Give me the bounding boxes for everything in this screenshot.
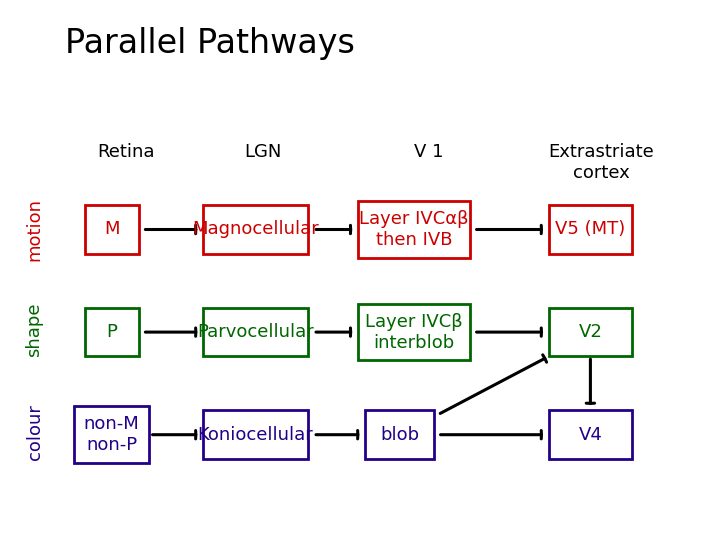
Text: Magnocellular: Magnocellular: [192, 220, 319, 239]
FancyBboxPatch shape: [366, 410, 433, 459]
Text: colour: colour: [26, 404, 44, 460]
FancyBboxPatch shape: [549, 308, 632, 356]
Text: V4: V4: [578, 426, 603, 444]
FancyBboxPatch shape: [85, 308, 138, 356]
FancyBboxPatch shape: [358, 303, 469, 361]
Text: Layer IVCαβ
then IVB: Layer IVCαβ then IVB: [359, 210, 469, 249]
FancyBboxPatch shape: [203, 308, 308, 356]
Text: V 1: V 1: [414, 143, 443, 161]
Text: V2: V2: [578, 323, 603, 341]
Text: M: M: [104, 220, 120, 239]
Text: LGN: LGN: [244, 143, 282, 161]
FancyBboxPatch shape: [358, 201, 469, 258]
Text: Extrastriate
cortex: Extrastriate cortex: [549, 143, 654, 182]
Text: blob: blob: [380, 426, 419, 444]
FancyBboxPatch shape: [85, 205, 138, 254]
FancyBboxPatch shape: [203, 410, 308, 459]
FancyBboxPatch shape: [549, 205, 632, 254]
Text: Parvocellular: Parvocellular: [197, 323, 314, 341]
Text: Retina: Retina: [97, 143, 155, 161]
Text: V5 (MT): V5 (MT): [555, 220, 626, 239]
Text: shape: shape: [26, 302, 44, 356]
Text: motion: motion: [26, 198, 44, 261]
FancyBboxPatch shape: [203, 205, 308, 254]
FancyBboxPatch shape: [549, 410, 632, 459]
Text: P: P: [106, 323, 117, 341]
FancyBboxPatch shape: [74, 406, 150, 463]
Text: Parallel Pathways: Parallel Pathways: [65, 27, 355, 60]
Text: non-M
non-P: non-M non-P: [84, 415, 140, 454]
Text: Layer IVCβ
interblob: Layer IVCβ interblob: [365, 313, 463, 352]
Text: Koniocellular: Koniocellular: [198, 426, 313, 444]
